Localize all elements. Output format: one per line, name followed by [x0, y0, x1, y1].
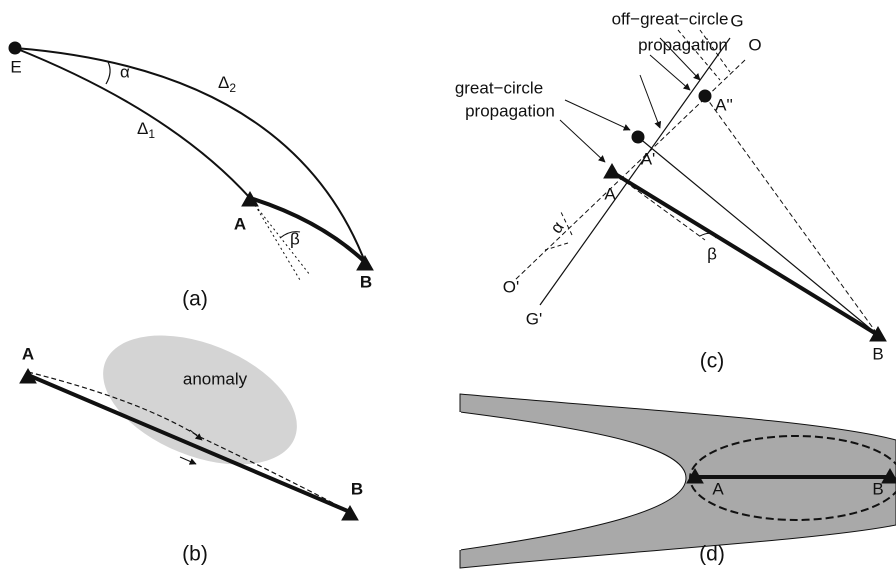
label: A: [604, 184, 616, 203]
label: G': [526, 309, 542, 328]
label: propagation: [465, 101, 555, 120]
panel-d: [459, 393, 896, 569]
panel-b: [19, 335, 359, 521]
caption: (a): [182, 288, 208, 311]
label: A: [234, 214, 246, 233]
label-part: 1: [148, 127, 155, 141]
label: B: [872, 344, 883, 363]
caption: (b): [182, 543, 208, 566]
label: anomaly: [183, 369, 248, 388]
label: O': [503, 277, 519, 296]
label: E: [10, 57, 21, 76]
panel-a: [8, 41, 374, 281]
panel-c: [514, 29, 887, 342]
label: B: [360, 272, 372, 291]
label-part: 2: [229, 81, 236, 95]
label: A: [712, 479, 724, 498]
label: O: [748, 35, 761, 54]
label: great−circle: [455, 78, 543, 97]
label: G: [730, 11, 743, 30]
label: propagation: [638, 35, 728, 54]
label-part: Δ: [218, 73, 229, 92]
label: A: [22, 344, 34, 363]
label: A': [641, 149, 656, 168]
label: β: [707, 244, 717, 263]
label: Δ2: [218, 73, 236, 95]
caption: (c): [700, 350, 725, 373]
label: A'': [715, 95, 733, 114]
label: α: [120, 62, 130, 81]
label: off−great−circle: [612, 9, 729, 28]
label: B: [351, 479, 363, 498]
label-part: Δ: [137, 119, 148, 138]
label: B: [872, 479, 883, 498]
label: Δ1: [137, 119, 155, 141]
caption: (d): [699, 543, 725, 566]
label: β: [290, 229, 300, 248]
